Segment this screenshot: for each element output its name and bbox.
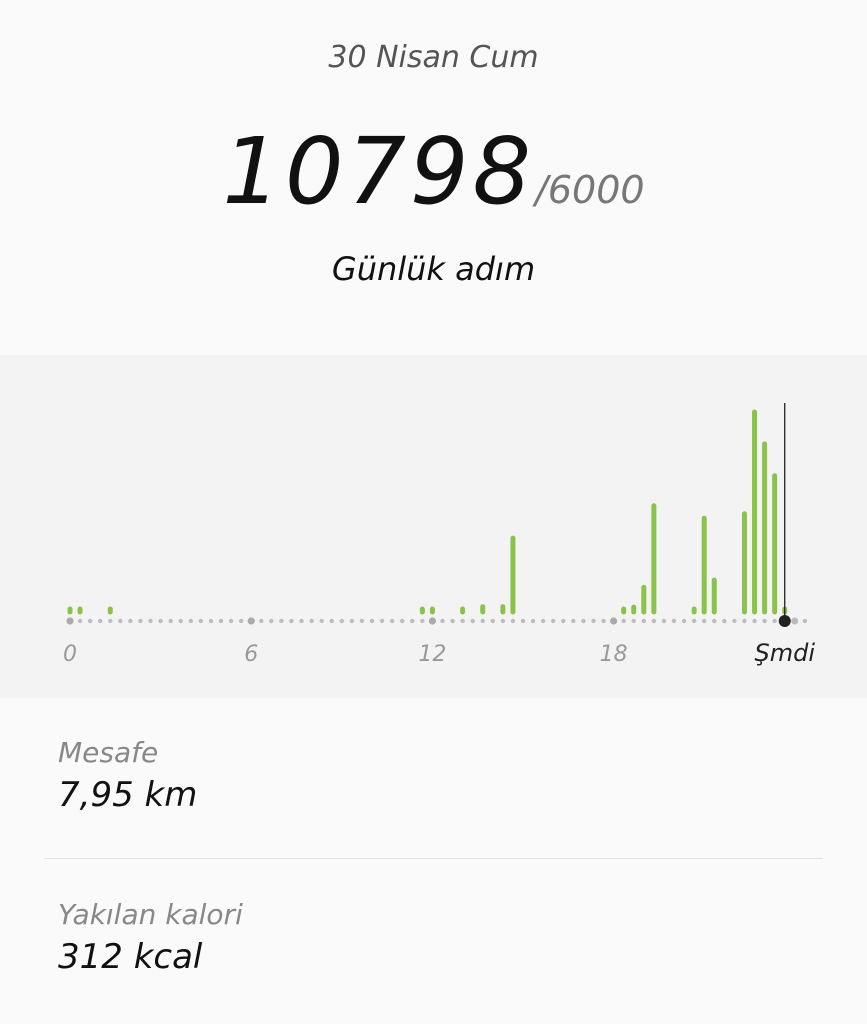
axis-dot — [349, 618, 355, 624]
calories-value: 312 kcal — [58, 937, 203, 977]
axis-dot — [118, 618, 123, 624]
axis-dot — [128, 618, 133, 624]
axis-dot — [87, 618, 93, 624]
axis-dot — [218, 618, 224, 624]
axis-dot — [238, 618, 244, 624]
axis-dot — [681, 618, 687, 624]
steps-goal[interactable]: /6000 — [535, 168, 645, 212]
axis-dot — [289, 618, 294, 624]
axis-dot — [450, 618, 455, 624]
axis-dot — [319, 618, 324, 624]
axis-dot — [299, 618, 304, 624]
axis-dot — [410, 618, 415, 624]
now-marker — [778, 615, 791, 627]
axis-dot — [400, 618, 405, 624]
tick-label: 0 — [63, 642, 77, 667]
axis-dot — [359, 618, 365, 624]
date-label: 30 Nisan Cum — [328, 40, 539, 75]
axis-dot — [339, 618, 344, 624]
axis-dot — [158, 618, 163, 624]
calories-title: Yakılan kalori — [58, 898, 243, 931]
axis-dot — [691, 618, 697, 624]
axis-dot — [208, 618, 214, 624]
axis-dot — [551, 618, 556, 624]
distance-title: Mesafe — [58, 736, 159, 769]
axis-dot — [420, 618, 425, 624]
axis-dot — [98, 618, 103, 624]
axis-dot — [138, 618, 143, 624]
divider — [44, 858, 823, 859]
axis-dot — [510, 618, 516, 624]
axis-dot — [802, 618, 808, 624]
axis-dot — [571, 618, 576, 624]
axis-tick-dot — [610, 617, 618, 625]
axis-dot — [148, 618, 153, 624]
axis-dot — [470, 618, 475, 624]
axis-dot — [480, 618, 485, 624]
axis-end-dot — [791, 617, 799, 625]
axis-dot — [651, 618, 657, 624]
axis-dot — [279, 618, 284, 624]
axis-dot — [389, 618, 395, 624]
axis-dot — [168, 618, 173, 624]
axis-dot — [520, 618, 526, 624]
steps-chart-svg: 0 6 12 18 Şmdi — [63, 403, 815, 667]
axis-dot — [540, 618, 546, 624]
axis-dot — [772, 618, 777, 624]
axis-dot — [621, 618, 626, 624]
axis-dot — [379, 618, 385, 624]
tick-label: 12 — [418, 642, 446, 667]
axis-dot — [591, 618, 596, 624]
axis-dot — [228, 618, 234, 624]
axis-dot — [108, 618, 113, 624]
step-count: 10798/6000 — [0, 118, 867, 225]
axis-dot — [601, 618, 606, 624]
axis-dot — [712, 618, 717, 624]
axis-dot — [269, 618, 274, 624]
axis-dot — [661, 618, 667, 624]
tick-label: Şmdi — [754, 639, 815, 667]
axis-tick-dot — [247, 617, 255, 625]
axis-dot — [641, 618, 646, 624]
axis-dot — [369, 618, 375, 624]
axis-dot — [178, 618, 183, 624]
daily-steps-label: Günlük adım — [331, 250, 536, 288]
axis-dot — [762, 618, 767, 624]
tick-label: 18 — [600, 642, 628, 667]
axis-dot — [752, 618, 757, 624]
distance-stat[interactable]: Mesafe 7,95 km — [58, 736, 197, 815]
calories-stat[interactable]: Yakılan kalori 312 kcal — [58, 898, 243, 977]
axis-dot — [198, 618, 204, 624]
steps-value: 10798 — [222, 118, 536, 225]
axis-dot — [460, 618, 465, 624]
axis-dot — [702, 618, 707, 624]
axis-dot — [742, 618, 747, 624]
axis-tick-dot — [428, 617, 436, 625]
axis-dot — [631, 618, 636, 624]
axis-dot — [561, 618, 566, 624]
axis-dot — [722, 618, 727, 624]
axis-dot — [732, 618, 737, 624]
distance-value: 7,95 km — [58, 775, 198, 815]
axis-dot — [259, 618, 264, 624]
axis-dot — [671, 618, 677, 624]
axis-dot — [490, 618, 495, 624]
axis-dot — [188, 618, 193, 624]
axis-dot — [581, 618, 586, 624]
axis-dot — [329, 618, 334, 624]
axis-dot — [500, 618, 506, 624]
axis-dot — [309, 618, 314, 624]
tick-label: 6 — [244, 642, 258, 667]
axis-dot — [77, 618, 83, 624]
steps-chart[interactable]: 0 6 12 18 Şmdi — [0, 355, 867, 698]
axis-dot — [530, 618, 536, 624]
axis-dot — [440, 618, 445, 624]
axis-tick-dot — [66, 617, 74, 625]
